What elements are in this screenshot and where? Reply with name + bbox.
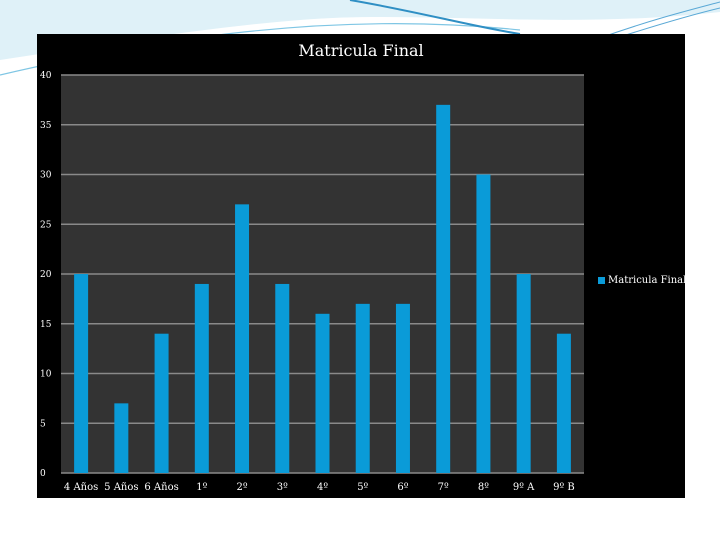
x-tick-label: 6 Años (144, 482, 178, 493)
chart-title: Matricula Final (298, 41, 424, 60)
x-tick-label: 3º (277, 482, 288, 493)
y-tick-label: 35 (40, 121, 52, 131)
bar (315, 313, 330, 473)
y-tick-label: 0 (40, 469, 46, 479)
y-tick-label: 10 (40, 370, 52, 380)
bar (516, 274, 531, 473)
bar (476, 174, 491, 473)
y-tick-label: 30 (40, 171, 52, 181)
x-tick-label: 1º (196, 482, 207, 493)
x-tick-label: 7º (438, 482, 449, 493)
y-tick-label: 25 (40, 220, 52, 230)
legend-label: Matricula Final (608, 275, 687, 286)
bar (556, 333, 571, 473)
bar (395, 303, 410, 473)
x-tick-label: 5 Años (104, 482, 138, 493)
legend-swatch (598, 277, 605, 284)
x-tick-label: 9º A (513, 482, 535, 493)
x-tick-label: 8º (478, 482, 489, 493)
x-tick-label: 9º B (553, 482, 575, 493)
bar (154, 333, 169, 473)
y-tick-label: 15 (40, 320, 52, 330)
bar (235, 204, 250, 473)
bar-chart: 0 5 10 15 20 25 30 35 40 4 Años 5 Años 6 Años 1º 2º 3º… (40, 71, 584, 493)
x-tick-label: 4 Años (64, 482, 98, 493)
x-tick-label: 2º (236, 482, 247, 493)
y-tick-label: 40 (40, 71, 52, 81)
bar (275, 283, 290, 473)
bar (194, 283, 209, 473)
chart-area: 0 5 10 15 20 25 30 35 40 4 Años 5 Años 6 Años 1º 2º 3º… (37, 34, 686, 498)
y-tick-label: 20 (40, 270, 52, 280)
legend: Matricula Final (598, 275, 686, 286)
bar (114, 403, 129, 473)
x-tick-label: 4º (317, 482, 328, 493)
bar (436, 104, 451, 473)
y-tick-label: 5 (40, 419, 46, 429)
x-tick-label: 5º (357, 482, 368, 493)
bar (74, 274, 89, 473)
bar (355, 303, 370, 473)
x-tick-label: 6º (397, 482, 408, 493)
